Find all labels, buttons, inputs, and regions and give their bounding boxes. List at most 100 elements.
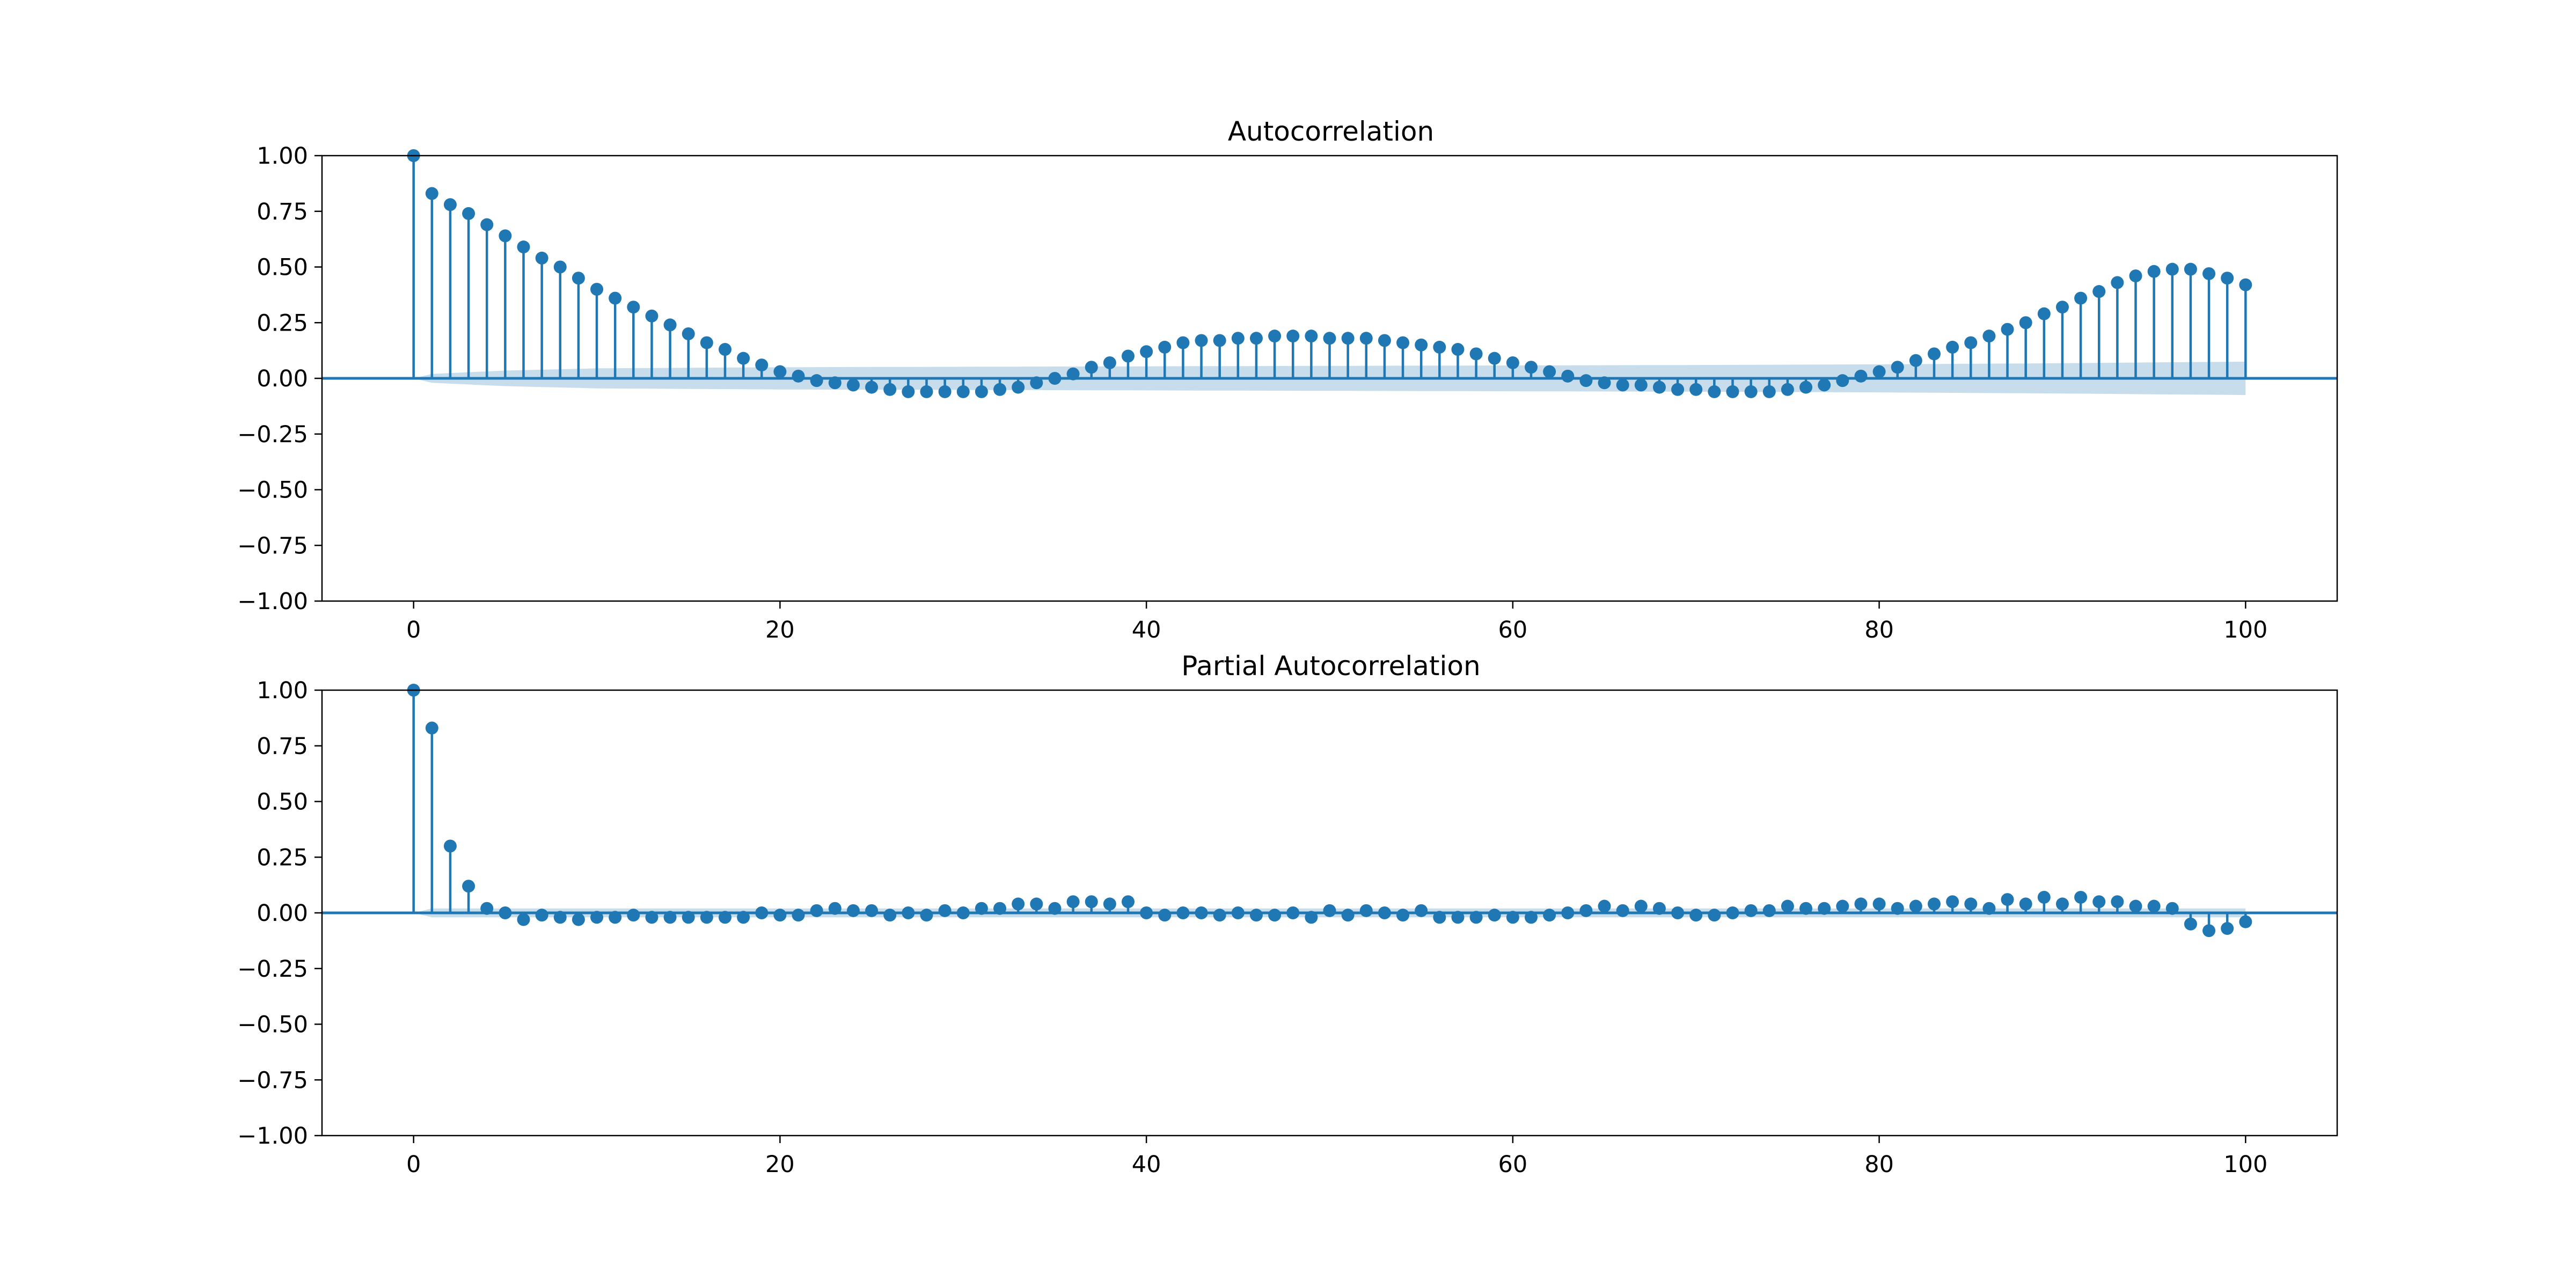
pacf-point-lag-14 [663, 911, 677, 924]
pacf-point-lag-17 [719, 911, 731, 924]
pacf-point-lag-62 [1543, 909, 1556, 922]
pacf-point-lag-95 [2147, 899, 2161, 913]
acf-point-lag-88 [2019, 316, 2032, 330]
pacf-point-lag-90 [2055, 897, 2069, 911]
pacf-point-lag-43 [1195, 906, 1208, 919]
pacf-point-lag-57 [1451, 911, 1465, 924]
pacf-y-tick-label: −0.50 [237, 1012, 308, 1038]
acf-point-lag-62 [1543, 365, 1556, 378]
pacf-point-lag-41 [1158, 909, 1172, 922]
acf-y-tick-label: −1.00 [237, 588, 308, 615]
pacf-point-lag-32 [993, 902, 1007, 915]
pacf-point-lag-58 [1469, 911, 1483, 924]
acf-point-lag-56 [1433, 340, 1446, 354]
pacf-y-tick-label: −0.75 [237, 1067, 308, 1094]
pacf-point-lag-91 [2074, 890, 2088, 904]
pacf-point-lag-76 [1799, 902, 1813, 915]
acf-point-lag-71 [1708, 385, 1721, 398]
acf-point-lag-76 [1799, 380, 1813, 394]
acf-point-lag-84 [1946, 340, 1959, 354]
pacf-point-lag-96 [2165, 902, 2179, 915]
pacf-point-lag-34 [1030, 897, 1043, 911]
pacf-point-lag-27 [902, 906, 915, 919]
acf-y-tick-label: 0.75 [257, 199, 308, 225]
acf-point-lag-19 [755, 358, 769, 372]
pacf-point-lag-65 [1598, 899, 1611, 913]
acf-point-lag-29 [938, 385, 952, 398]
acf-y-tick-label: 1.00 [257, 143, 308, 170]
pacf-x-tick-label: 60 [1498, 1151, 1528, 1178]
pacf-point-lag-89 [2037, 890, 2051, 904]
pacf-x-tick-label: 80 [1864, 1151, 1894, 1178]
acf-point-lag-68 [1652, 380, 1666, 394]
acf-point-lag-34 [1030, 376, 1043, 390]
pacf-point-lag-18 [737, 911, 750, 924]
pacf-point-lag-26 [883, 909, 897, 922]
pacf-point-lag-69 [1671, 906, 1685, 919]
partial-autocorrelation-chart: Partial Autocorrelation −1.00 −0.75 −0.50 −… [237, 650, 2338, 1178]
pacf-point-lag-88 [2019, 897, 2032, 911]
acf-point-lag-72 [1726, 385, 1739, 398]
acf-point-lag-93 [2111, 276, 2124, 289]
pacf-point-lag-1 [425, 721, 438, 735]
pacf-y-tick-label: 0.25 [257, 844, 308, 871]
acf-point-lag-5 [499, 229, 512, 243]
acf-point-lag-25 [865, 380, 879, 394]
acf-point-lag-12 [627, 301, 640, 314]
acf-point-lag-44 [1213, 334, 1226, 347]
pacf-point-lag-94 [2129, 899, 2142, 913]
acf-point-lag-82 [1909, 354, 1922, 367]
pacf-point-lag-81 [1891, 902, 1904, 915]
acf-point-lag-31 [975, 385, 988, 398]
acf-point-lag-77 [1818, 378, 1831, 392]
acf-point-lag-21 [792, 369, 805, 383]
acf-point-lag-36 [1066, 367, 1080, 380]
acf-point-lag-98 [2202, 267, 2216, 280]
pacf-point-lag-52 [1359, 904, 1373, 917]
pacf-point-lag-24 [846, 904, 860, 917]
acf-point-lag-37 [1085, 361, 1098, 374]
acf-point-lag-64 [1579, 374, 1593, 387]
partial-autocorrelation-title: Partial Autocorrelation [1181, 650, 1480, 682]
acf-point-lag-86 [1982, 330, 1996, 343]
acf-point-lag-27 [902, 385, 915, 398]
acf-point-lag-74 [1762, 385, 1776, 398]
pacf-y-tick-label: 0.00 [257, 900, 308, 927]
pacf-point-lag-98 [2202, 924, 2216, 938]
acf-x-tick-label: 20 [765, 617, 795, 643]
pacf-point-lag-40 [1140, 906, 1153, 919]
pacf-point-lag-68 [1652, 902, 1666, 915]
pacf-point-lag-86 [1982, 902, 1996, 915]
pacf-point-lag-54 [1396, 909, 1410, 922]
acf-point-lag-85 [1964, 336, 1978, 349]
acf-point-lag-30 [956, 385, 970, 398]
pacf-point-lag-48 [1286, 906, 1300, 919]
acf-point-lag-60 [1506, 356, 1519, 369]
pacf-point-lag-38 [1103, 897, 1116, 911]
pacf-point-lag-63 [1561, 906, 1575, 919]
pacf-point-lag-23 [828, 902, 841, 915]
pacf-point-lag-16 [700, 911, 713, 924]
acf-y-tick-label: −0.50 [237, 477, 308, 504]
acf-point-lag-63 [1561, 369, 1575, 383]
acf-point-lag-90 [2055, 301, 2069, 314]
pacf-point-lag-66 [1616, 904, 1629, 917]
acf-x-tick-label: 100 [2223, 617, 2267, 643]
acf-point-lag-66 [1616, 378, 1629, 392]
acf-point-lag-100 [2239, 278, 2252, 291]
acf-point-lag-32 [993, 383, 1007, 396]
pacf-point-lag-100 [2239, 915, 2252, 928]
acf-x-tick-label: 40 [1132, 617, 1161, 643]
pacf-point-lag-9 [572, 913, 585, 926]
acf-y-tick-label: −0.75 [237, 532, 308, 559]
autocorrelation-title: Autocorrelation [1228, 116, 1434, 147]
acf-point-lag-33 [1012, 380, 1025, 394]
pacf-point-lag-61 [1525, 911, 1538, 924]
acf-point-lag-38 [1103, 356, 1116, 369]
acf-point-lag-17 [719, 343, 731, 356]
pacf-point-lag-3 [462, 880, 475, 893]
pacf-point-lag-55 [1415, 904, 1428, 917]
pacf-point-lag-83 [1928, 897, 1941, 911]
acf-point-lag-70 [1689, 383, 1703, 396]
pacf-point-lag-77 [1818, 902, 1831, 915]
